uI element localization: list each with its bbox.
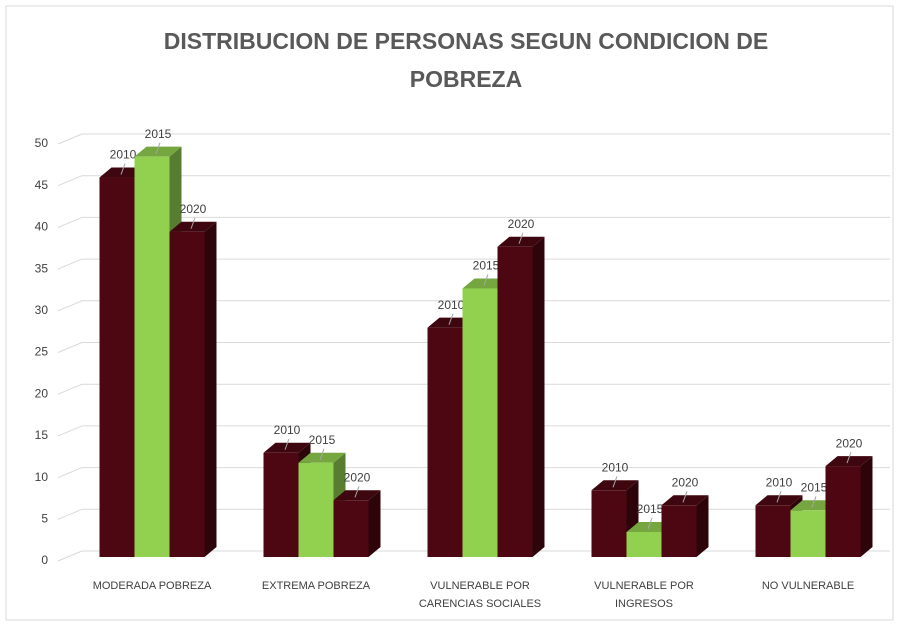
data-label: 2015	[637, 502, 664, 516]
y-tick-label: 40	[35, 220, 49, 234]
label-leader	[647, 517, 653, 530]
bar	[134, 156, 170, 557]
y-tick-label: 0	[41, 553, 48, 567]
bar	[755, 505, 791, 557]
label-leader	[190, 217, 196, 229]
grid-line	[57, 133, 83, 145]
x-tick-label: EXTREMA POBREZA	[261, 580, 371, 592]
grid-line	[57, 300, 83, 312]
y-tick-label: 25	[35, 345, 49, 359]
bar-side	[860, 456, 873, 557]
label-leader	[284, 438, 290, 450]
label-leader	[811, 496, 817, 508]
grid-line	[57, 508, 83, 520]
bar	[825, 466, 861, 557]
y-tick-label: 35	[35, 261, 49, 275]
y-tick-label: 5	[41, 511, 48, 525]
grid-line	[57, 342, 83, 353]
data-label: 2010	[110, 148, 137, 162]
bar-top	[169, 221, 217, 232]
x-tick-label: VULNERABLE POR CARENCIAS SOCIALES	[418, 580, 542, 610]
label-leader	[319, 448, 325, 460]
data-label: 2015	[309, 433, 336, 447]
bar-top	[263, 442, 311, 453]
x-tick-label: MODERADA POBREZA	[92, 580, 212, 592]
bar	[333, 500, 369, 557]
y-tick-label: 20	[35, 386, 49, 400]
grid-line	[57, 383, 83, 395]
data-label: 2020	[836, 436, 863, 450]
bar	[462, 288, 498, 557]
bar-top	[134, 146, 182, 157]
bar-top	[755, 495, 803, 506]
y-tick-label: 15	[35, 428, 49, 442]
bar	[99, 177, 135, 557]
chart-title: DISTRIBUCION DE PERSONAS SEGUN CONDICION…	[163, 28, 769, 92]
bar-side	[696, 495, 709, 557]
bar	[169, 231, 205, 558]
label-leader	[120, 163, 126, 175]
label-leader	[518, 232, 524, 244]
data-label: 2015	[801, 480, 828, 494]
y-tick-label: 45	[35, 178, 49, 192]
data-label: 2015	[145, 127, 172, 141]
bar	[661, 505, 697, 557]
label-leader	[448, 313, 454, 325]
y-tick-label: 30	[35, 303, 49, 317]
label-leader	[155, 142, 161, 154]
bar	[298, 462, 334, 557]
label-leader	[483, 274, 489, 286]
bar-top	[497, 236, 545, 247]
grid-line	[57, 216, 83, 228]
bar-side	[532, 236, 545, 557]
chart-border	[5, 5, 894, 621]
bar	[497, 246, 533, 557]
bar	[626, 531, 662, 557]
x-tick-label: NO VULNERABLE	[761, 580, 855, 592]
data-label: 2010	[438, 298, 465, 312]
bar	[263, 452, 299, 557]
label-leader	[612, 476, 618, 488]
data-label: 2020	[672, 475, 699, 489]
bar-top	[333, 490, 381, 501]
x-tick-label: VULNERABLE POR INGRESOS	[594, 580, 694, 610]
grid-line	[57, 467, 83, 479]
data-label: 2010	[602, 460, 629, 474]
label-leader	[846, 451, 852, 464]
bar-side	[368, 490, 381, 557]
data-label: 2015	[473, 259, 500, 273]
label-leader	[682, 491, 688, 503]
grid-line	[57, 425, 83, 437]
grid-line	[57, 258, 83, 270]
label-leader	[354, 486, 360, 498]
bar-top	[825, 456, 873, 467]
data-label: 2020	[180, 202, 207, 216]
bar	[591, 490, 627, 557]
bar-side	[204, 221, 217, 558]
data-label: 2020	[508, 217, 535, 231]
bar-top	[661, 495, 709, 506]
bar	[790, 510, 826, 557]
grid-line	[57, 175, 83, 187]
label-leader	[776, 491, 782, 503]
bar	[427, 327, 463, 557]
grid-line	[57, 550, 83, 562]
data-label: 2010	[766, 475, 793, 489]
data-label: 2010	[274, 423, 301, 437]
y-tick-label: 50	[35, 136, 49, 150]
bar-top	[298, 452, 346, 463]
y-tick-label: 10	[35, 470, 49, 484]
bar-top	[591, 480, 639, 491]
data-label: 2020	[344, 470, 371, 484]
